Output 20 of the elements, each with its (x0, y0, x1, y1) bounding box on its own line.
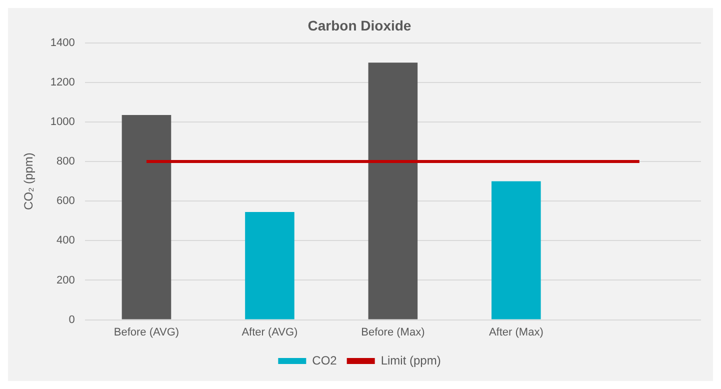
y-tick-label: 1000 (50, 116, 75, 128)
y-tick-label: 400 (56, 234, 75, 247)
chart-title: Carbon Dioxide (308, 17, 412, 34)
y-tick-label: 0 (68, 314, 75, 326)
y-tick-label: 1200 (50, 76, 75, 88)
y-tick-label: 1400 (50, 36, 75, 49)
legend-label: Limit (ppm) (380, 353, 441, 368)
bar (368, 62, 418, 320)
bar (245, 212, 294, 320)
bar (492, 181, 541, 320)
x-tick-label: After (Max) (488, 326, 544, 338)
x-tick-label: Before (AVG) (114, 326, 180, 338)
y-tick-label: 600 (56, 195, 75, 208)
bar (122, 115, 172, 320)
x-tick-label: Before (Max) (361, 326, 425, 338)
y-tick-label: 200 (56, 274, 75, 286)
y-axis-title: CO₂ (ppm) (22, 152, 36, 210)
legend-label: CO2 (312, 353, 338, 368)
y-tick-label: 800 (56, 156, 75, 168)
x-tick-label: After (AVG) (242, 326, 298, 338)
